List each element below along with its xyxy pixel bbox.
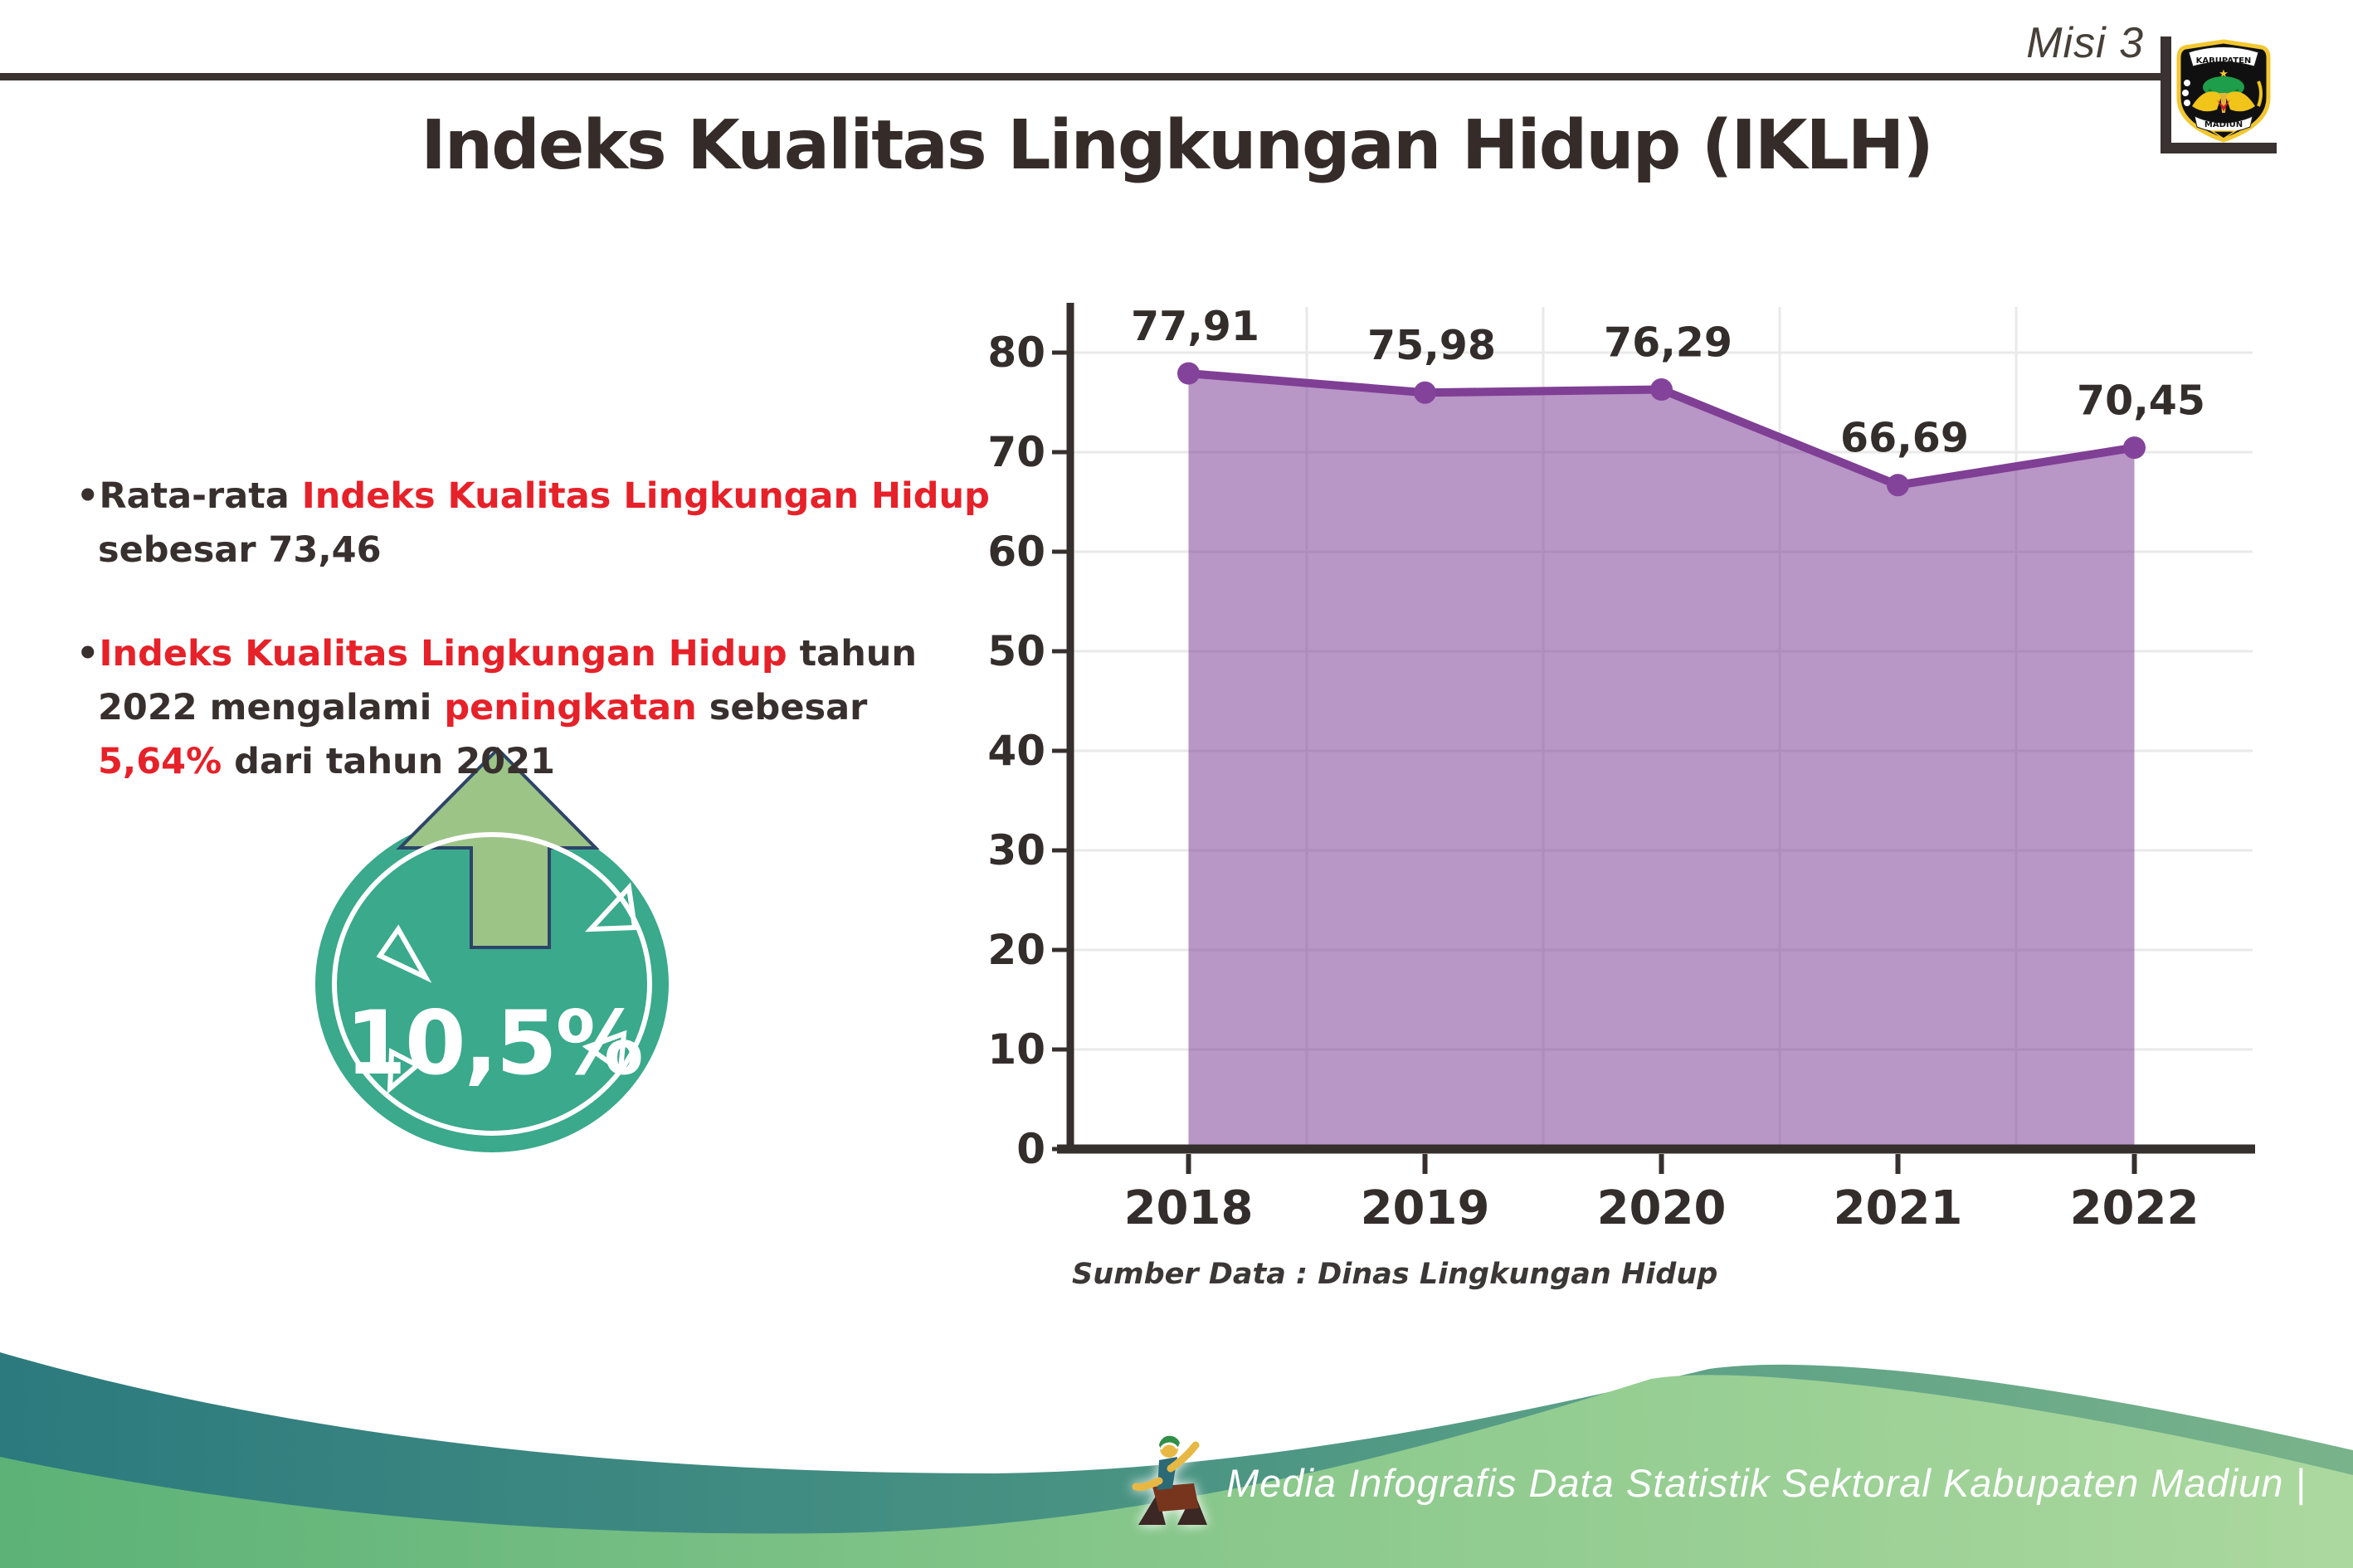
- bullet-text-segment: sebesar 73,46: [98, 529, 382, 571]
- bullet-text-segment: peningkatan: [444, 687, 697, 728]
- svg-text:0: 0: [1016, 1125, 1045, 1173]
- svg-text:66,69: 66,69: [1840, 415, 1969, 462]
- logo-rice-stalk: [2257, 80, 2263, 107]
- logo-top-banner: [2188, 46, 2259, 67]
- badge-spark-triangles: [376, 882, 638, 1094]
- svg-text:70,45: 70,45: [2077, 377, 2205, 425]
- up-arrow-icon: [396, 747, 600, 949]
- top-divider-line: [0, 73, 2163, 80]
- svg-text:70: 70: [987, 428, 1045, 476]
- logo-right-wing: [2225, 91, 2255, 112]
- svg-text:40: 40: [987, 727, 1045, 775]
- logo-top-text: KABUPATEN: [2196, 56, 2252, 66]
- footer-credit-text: Media Infografis Data Statistik Sektoral…: [1226, 1461, 2307, 1505]
- bullet-text-segment: dari tahun 2021: [222, 741, 555, 782]
- svg-text:2019: 2019: [1361, 1181, 1490, 1235]
- svg-text:50: 50: [987, 627, 1045, 675]
- bullet-text-segment: Rata-rata: [99, 475, 302, 517]
- svg-text:2022: 2022: [2070, 1181, 2200, 1235]
- svg-text:77,91: 77,91: [1131, 303, 1259, 350]
- logo-cotton-3: [2184, 100, 2190, 106]
- badge-circle: [315, 816, 669, 1152]
- bullet-text-segment: Indeks Kualitas Lingkungan Hidup: [301, 475, 990, 517]
- svg-text:10: 10: [987, 1025, 1045, 1074]
- page-title: Indeks Kualitas Lingkungan Hidup (IKLH): [421, 106, 1934, 185]
- dancer-mascot-icon: [1132, 1435, 1207, 1525]
- bullet-text-segment: •: [76, 633, 100, 674]
- svg-text:76,29: 76,29: [1604, 319, 1732, 367]
- kabupaten-madiun-logo: KABUPATEN ★ MADIUN: [2176, 39, 2271, 143]
- logo-bottom-ribbon: [2194, 115, 2253, 133]
- svg-text:20: 20: [987, 926, 1045, 974]
- logo-bottom-text: MADIUN: [2204, 120, 2243, 129]
- bullet-text-segment: 5,64%: [98, 741, 222, 782]
- misi-label: Misi 3: [2026, 19, 2144, 67]
- logo-cotton-1: [2184, 80, 2190, 86]
- bullet-text-segment: Indeks Kualitas Lingkungan Hidup: [99, 633, 787, 674]
- badge-percentage-value: 10,5%: [345, 992, 644, 1094]
- logo-bracket: [2161, 37, 2277, 153]
- bullet-text-segment: sebesar: [696, 687, 868, 728]
- badge-inner-ring: [332, 832, 652, 1136]
- green-wave: [0, 1375, 2353, 1568]
- source-note: Sumber Data : Dinas Lingkungan Hidup: [1072, 1258, 1718, 1291]
- bullet-text-segment: tahun 2022 mengalami: [98, 633, 918, 728]
- bullet-text-segment: •: [76, 475, 100, 517]
- increase-badge: [315, 747, 669, 1152]
- bullet-increase-iklh: •Indeks Kualitas Lingkungan Hidup tahun …: [76, 627, 1002, 789]
- svg-text:80: 80: [987, 329, 1045, 377]
- svg-text:2018: 2018: [1124, 1181, 1254, 1235]
- svg-text:2020: 2020: [1597, 1181, 1727, 1235]
- logo-left-wing: [2192, 91, 2222, 112]
- svg-text:60: 60: [987, 528, 1045, 576]
- svg-text:30: 30: [987, 826, 1045, 874]
- bullet-average-iklh: •Rata-rata Indeks Kualitas Lingkungan Hi…: [76, 470, 1002, 577]
- footer-waves: [0, 1352, 2353, 1568]
- logo-star-icon: ★: [2219, 68, 2229, 80]
- logo-red-accent: [2217, 100, 2230, 111]
- logo-chevron: [2209, 130, 2238, 139]
- svg-text:2021: 2021: [1834, 1181, 1963, 1235]
- iklh-area-chart: 0 10 20 30 40 50 60 70 80 2018 2019 2020 2021 2022 77,…: [987, 303, 2255, 1235]
- svg-text:75,98: 75,98: [1367, 322, 1496, 369]
- logo-cotton-2: [2182, 90, 2189, 96]
